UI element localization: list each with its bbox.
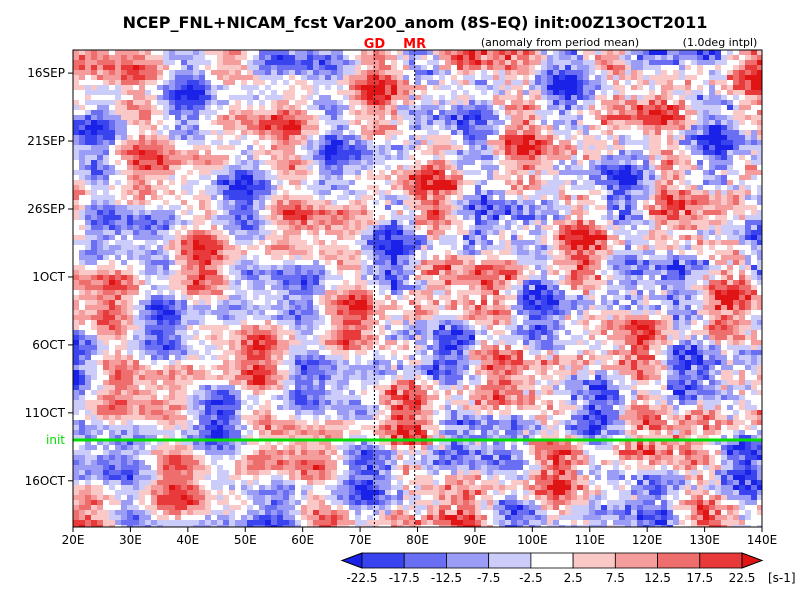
colorbar-segment	[614, 552, 658, 569]
x-tick-label: 50E	[234, 533, 257, 547]
colorbar: -22.5 -17.5 -12.5 -7.5 -2.5 2.5 7.5 12.5 17.5 22.…	[340, 552, 796, 585]
colorbar-level-label: -17.5	[389, 571, 420, 585]
y-tick-label: 11OCT	[25, 406, 66, 420]
colorbar-level-label: 22.5	[729, 571, 756, 585]
x-tick-label: 40E	[176, 533, 199, 547]
colorbar-segment	[572, 552, 616, 569]
interpolation-note: (1.0deg intpl)	[683, 36, 758, 49]
colorbar-segment	[361, 552, 405, 569]
colorbar-level-label: -22.5	[346, 571, 377, 585]
colorbar-low-arrow	[340, 552, 363, 569]
axes: 20E 30E 40E 50E 60E 70E 80E 90E 100E 110E 120E 130E…	[25, 66, 778, 547]
y-tick-label: 6OCT	[32, 338, 65, 352]
x-tick-label: 20E	[62, 533, 85, 547]
x-tick-label: 70E	[349, 533, 372, 547]
colorbar-segment	[530, 552, 574, 569]
colorbar-segment	[488, 552, 532, 569]
x-tick-label: 80E	[406, 533, 429, 547]
longitude-markers: GD MR	[364, 37, 426, 52]
colorbar-unit: [s-1]	[768, 571, 796, 585]
y-tick-label: 16SEP	[27, 66, 65, 80]
marker-label-mr: MR	[403, 37, 426, 52]
colorbar-level-label: -2.5	[519, 571, 542, 585]
colorbar-level-label: -12.5	[431, 571, 462, 585]
x-tick-label: 60E	[291, 533, 314, 547]
plot-overlay	[73, 50, 762, 527]
x-tick-label: 30E	[119, 533, 142, 547]
x-tick-label: 100E	[517, 533, 548, 547]
x-tick-label: 120E	[632, 533, 663, 547]
colorbar-level-label: -7.5	[477, 571, 500, 585]
x-tick-label: 140E	[747, 533, 778, 547]
colorbar-level-label: 7.5	[606, 571, 625, 585]
colorbar-level-label: 2.5	[564, 571, 583, 585]
marker-label-gd: GD	[364, 37, 386, 52]
init-label: init	[46, 433, 65, 447]
x-tick-label: 90E	[463, 533, 486, 547]
y-tick-label: 26SEP	[27, 202, 65, 216]
colorbar-high-arrow	[741, 552, 764, 569]
x-tick-label: 110E	[575, 533, 606, 547]
colorbar-level-label: 12.5	[644, 571, 671, 585]
colorbar-segment	[657, 552, 701, 569]
colorbar-level-label: 17.5	[686, 571, 713, 585]
colorbar-segment	[446, 552, 490, 569]
chart-title: NCEP_FNL+NICAM_fcst Var200_anom (8S-EQ) …	[123, 13, 708, 32]
y-tick-label: 21SEP	[27, 134, 65, 148]
x-tick-label: 130E	[689, 533, 720, 547]
colorbar-segment	[699, 552, 743, 569]
y-tick-label: 1OCT	[32, 270, 65, 284]
anomaly-note: (anomaly from period mean)	[481, 36, 639, 49]
y-tick-label: 16OCT	[25, 474, 66, 488]
heatmap-field	[73, 50, 762, 527]
colorbar-segment	[403, 552, 447, 569]
